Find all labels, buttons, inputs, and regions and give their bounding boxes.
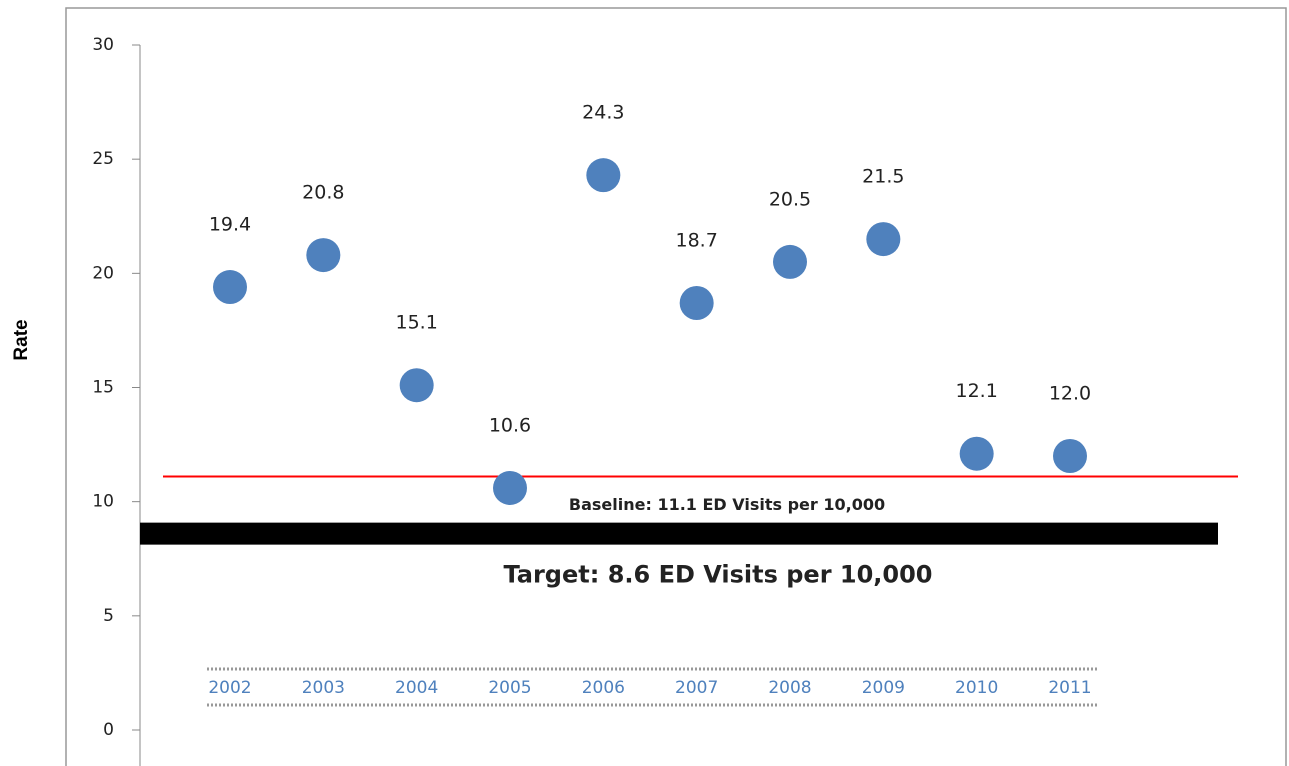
x-tick-label: 2010 — [955, 678, 998, 698]
y-tick-label: 10 — [92, 492, 114, 512]
value-label: 20.8 — [302, 182, 344, 204]
x-tick-label: 2008 — [768, 678, 811, 698]
x-tick-label: 2005 — [488, 678, 531, 698]
x-tick-label: 2004 — [395, 678, 438, 698]
y-tick-label: 25 — [92, 149, 114, 169]
dot — [679, 286, 714, 321]
target-bar — [140, 522, 1218, 545]
value-label: 12.1 — [956, 380, 998, 402]
value-label: 21.5 — [862, 166, 904, 188]
x-tick-label: 2003 — [302, 678, 345, 698]
x-tick-label: 2011 — [1048, 678, 1091, 698]
baseline-label: Baseline: 11.1 ED Visits per 10,000 — [569, 495, 885, 514]
y-tick-label: 15 — [92, 378, 114, 398]
value-label: 12.0 — [1049, 383, 1091, 405]
x-tick-label: 2006 — [582, 678, 625, 698]
y-tick-label: 20 — [92, 263, 114, 283]
dot — [306, 238, 341, 273]
y-axis-label: Rate — [11, 319, 32, 360]
value-label: 24.3 — [582, 102, 624, 124]
value-label: 15.1 — [396, 312, 438, 334]
y-tick-label: 5 — [103, 606, 114, 626]
target-label: Target: 8.6 ED Visits per 10,000 — [504, 561, 933, 589]
x-tick-label: 2007 — [675, 678, 718, 698]
value-label: 10.6 — [489, 414, 531, 436]
dot — [213, 270, 247, 305]
dot — [586, 158, 621, 193]
value-label: 20.5 — [769, 188, 811, 210]
dot — [399, 368, 434, 403]
dot — [493, 470, 527, 505]
dot — [773, 244, 807, 279]
plot-frame — [65, 7, 1287, 766]
dot — [959, 436, 994, 471]
dot — [1053, 439, 1087, 473]
value-label: 19.4 — [209, 214, 251, 236]
x-tick-label: 2002 — [208, 678, 251, 698]
y-tick-label: 0 — [103, 720, 114, 740]
value-label: 18.7 — [676, 230, 718, 252]
x-tick-label: 2009 — [862, 678, 905, 698]
y-tick-label: 30 — [92, 35, 114, 55]
dot — [866, 222, 901, 257]
